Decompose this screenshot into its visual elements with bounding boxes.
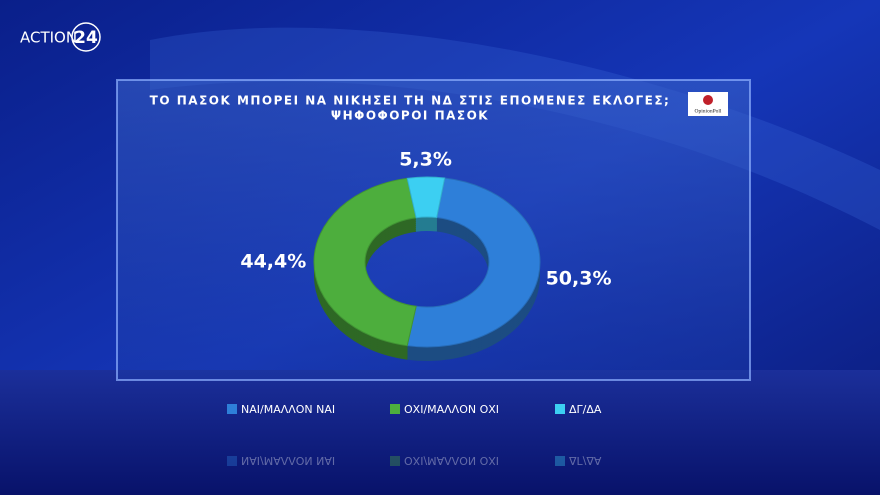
chart-subtitle: ΨΗΦΟΦΟΡΟΙ ΠΑΣΟΚ bbox=[331, 109, 489, 123]
source-name: OpinionPoll bbox=[695, 108, 722, 114]
legend-reflection: ΝΑΙ/ΜΑΛΛΟΝ ΝΑΙ ΟΧΙ/ΜΑΛΛΟΝ ΟΧΙ ΔΓ/ΔΑ bbox=[227, 454, 602, 467]
source-icon bbox=[703, 95, 713, 105]
floor bbox=[0, 370, 880, 495]
light-streak bbox=[150, 27, 880, 231]
legend-label: ΟΧΙ/ΜΑΛΛΟΝ ΟΧΙ bbox=[404, 403, 499, 416]
slice bbox=[406, 177, 541, 348]
value-label: 50,3% bbox=[546, 267, 612, 289]
logo: ACTION 24 bbox=[20, 22, 101, 52]
chart-title: ΤΟ ΠΑΣΟΚ ΜΠΟΡΕΙ ΝΑ ΝΙΚΗΣΕΙ ΤΗ ΝΔ ΣΤΙΣ ΕΠ… bbox=[150, 94, 671, 108]
legend-label: ΔΓ/ΔΑ bbox=[569, 403, 602, 416]
legend-label: ΟΧΙ/ΜΑΛΛΟΝ ΟΧΙ bbox=[404, 454, 499, 467]
slice bbox=[313, 177, 417, 347]
legend-swatch bbox=[390, 456, 400, 466]
legend-label: ΝΑΙ/ΜΑΛΛΟΝ ΝΑΙ bbox=[241, 403, 335, 416]
legend-swatch bbox=[555, 456, 565, 466]
legend-swatch bbox=[390, 404, 400, 414]
value-label: 44,4% bbox=[240, 251, 306, 273]
slice bbox=[406, 176, 446, 219]
legend-swatch bbox=[227, 456, 237, 466]
value-label: 5,3% bbox=[399, 149, 452, 171]
legend-swatch bbox=[227, 404, 237, 414]
brand-number: 24 bbox=[74, 28, 98, 48]
legend-label: ΔΓ/ΔΑ bbox=[569, 454, 602, 467]
brand-name: ACTION bbox=[20, 29, 77, 47]
source-logo: OpinionPoll bbox=[688, 92, 728, 116]
donut: 50,3% 44,4% 5,3% bbox=[240, 149, 612, 362]
brand-ring bbox=[71, 22, 101, 52]
legend-swatch bbox=[555, 404, 565, 414]
legend: ΝΑΙ/ΜΑΛΛΟΝ ΝΑΙ ΟΧΙ/ΜΑΛΛΟΝ ΟΧΙ ΔΓ/ΔΑ bbox=[227, 403, 602, 416]
legend-label: ΝΑΙ/ΜΑΛΛΟΝ ΝΑΙ bbox=[241, 454, 335, 467]
